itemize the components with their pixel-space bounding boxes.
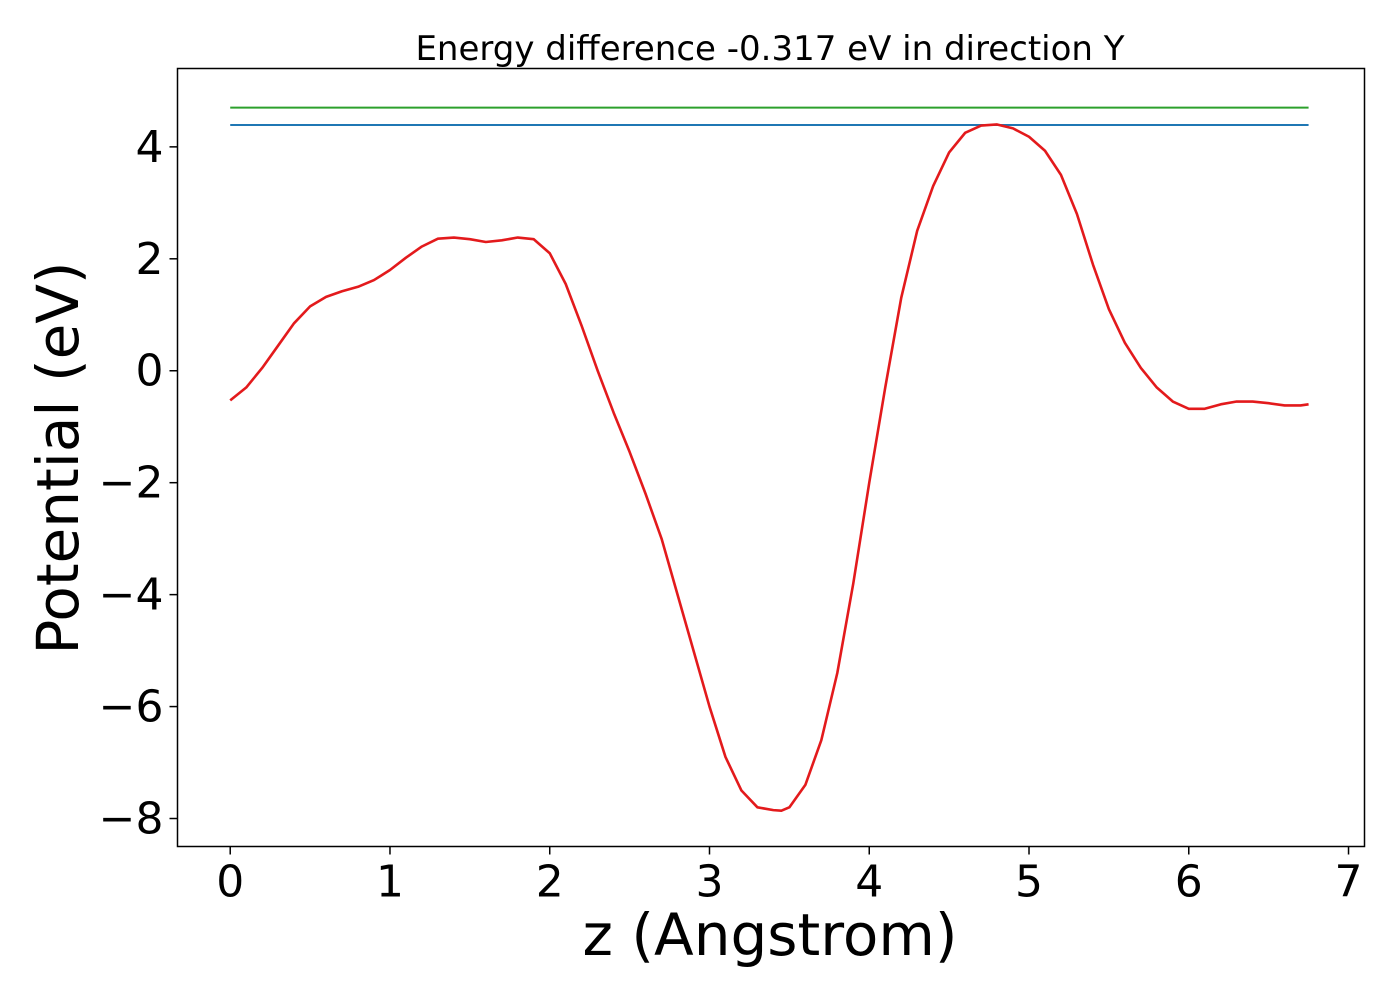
x-tick-label: 6 [1175, 857, 1203, 908]
x-tick-label: 7 [1335, 857, 1363, 908]
x-tick-label: 2 [536, 857, 564, 908]
x-axis: 0 1 2 3 4 5 6 7 [216, 846, 1363, 908]
plot-area [229, 106, 1309, 812]
y-tick-label: 0 [136, 346, 164, 397]
x-tick-label: 5 [1015, 857, 1043, 908]
y-axis: −8 −6 −4 −2 0 2 4 [99, 122, 178, 845]
series-line-2 [229, 123, 1309, 812]
x-tick-label: 4 [855, 857, 883, 908]
y-tick-label: 4 [136, 122, 164, 173]
y-axis-label: Potential (eV) [24, 261, 92, 654]
plot-frame [176, 67, 1366, 848]
y-tick-label: −8 [99, 794, 164, 845]
chart-title: Energy difference -0.317 eV in direction… [415, 29, 1124, 69]
x-tick-label: 1 [376, 857, 404, 908]
y-tick-label: 2 [136, 234, 164, 285]
y-tick-label: −2 [99, 458, 164, 509]
x-tick-label: 0 [216, 857, 244, 908]
y-tick-label: −6 [99, 682, 164, 733]
y-tick-label: −4 [99, 570, 164, 621]
x-tick-label: 3 [695, 857, 723, 908]
x-axis-label: z (Angstrom) [583, 901, 958, 969]
